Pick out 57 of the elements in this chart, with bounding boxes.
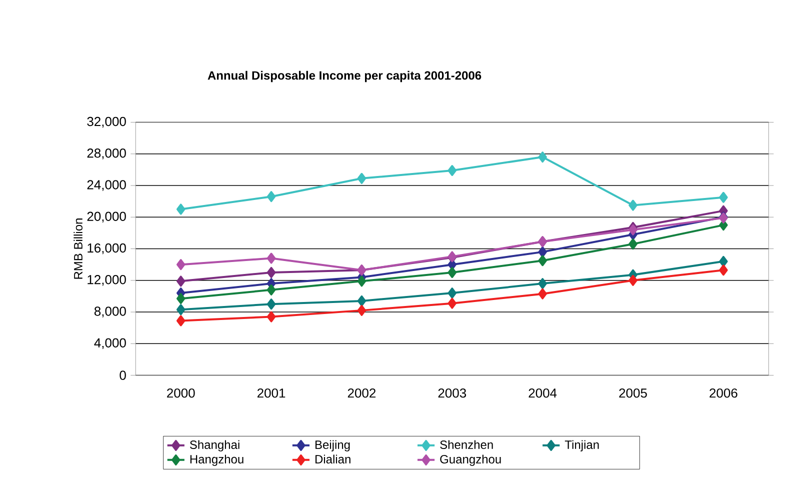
point <box>538 152 547 163</box>
point <box>628 200 638 211</box>
y-tick-label: 20,000 <box>87 212 126 223</box>
y-tick-label: 32,000 <box>87 116 126 128</box>
point <box>719 264 728 276</box>
point <box>176 293 186 304</box>
x-tick-label: 2003 <box>438 388 466 398</box>
point <box>448 266 457 278</box>
legend-label: Shenzhen <box>440 440 493 449</box>
point <box>538 288 547 300</box>
point <box>266 252 276 264</box>
point <box>266 266 276 278</box>
point <box>176 204 186 215</box>
point <box>357 304 366 316</box>
point <box>538 246 547 258</box>
point <box>538 255 547 266</box>
point <box>266 284 276 296</box>
x-tick-label: 2004 <box>528 388 557 398</box>
legend-label: Hangzhou <box>190 454 244 466</box>
point <box>266 298 276 310</box>
point <box>719 256 728 267</box>
y-tick-label: 0 <box>120 370 126 380</box>
y-tick-label: 8,000 <box>94 306 126 318</box>
legend-label: Guangzhou <box>440 454 501 466</box>
point <box>266 191 276 202</box>
point <box>628 224 638 236</box>
legend-label: Beijing <box>315 440 350 452</box>
x-tick-label: 2006 <box>710 388 738 398</box>
x-tick-label: 2000 <box>167 388 195 398</box>
point <box>448 288 457 299</box>
point <box>448 164 457 176</box>
point <box>266 311 276 322</box>
point <box>176 259 186 270</box>
chart-title: Annual Disposable Income per capita 2001-2006 <box>208 70 482 82</box>
x-tick-label: 2005 <box>619 388 647 398</box>
point <box>628 274 638 286</box>
point <box>538 278 547 290</box>
y-tick-label: 28,000 <box>87 148 126 160</box>
y-tick-label: 4,000 <box>94 338 126 350</box>
point <box>357 172 366 184</box>
point <box>176 304 186 316</box>
point <box>176 276 186 287</box>
x-tick-label: 2001 <box>257 388 286 398</box>
point <box>357 295 366 306</box>
legend-label: Shanghai <box>190 440 240 452</box>
legend-label: Tinjian <box>564 440 599 452</box>
point <box>176 315 186 326</box>
point <box>448 298 457 309</box>
point <box>357 276 366 287</box>
y-tick-label: 24,000 <box>87 180 126 191</box>
point <box>719 192 728 203</box>
y-tick-label: 16,000 <box>88 243 126 254</box>
point <box>628 238 638 250</box>
legend-label: Dialian <box>315 454 350 464</box>
x-tick-label: 2002 <box>348 388 376 398</box>
y-tick-label: 12,000 <box>88 275 126 286</box>
y-axis-title: RMB Billion <box>74 218 82 279</box>
